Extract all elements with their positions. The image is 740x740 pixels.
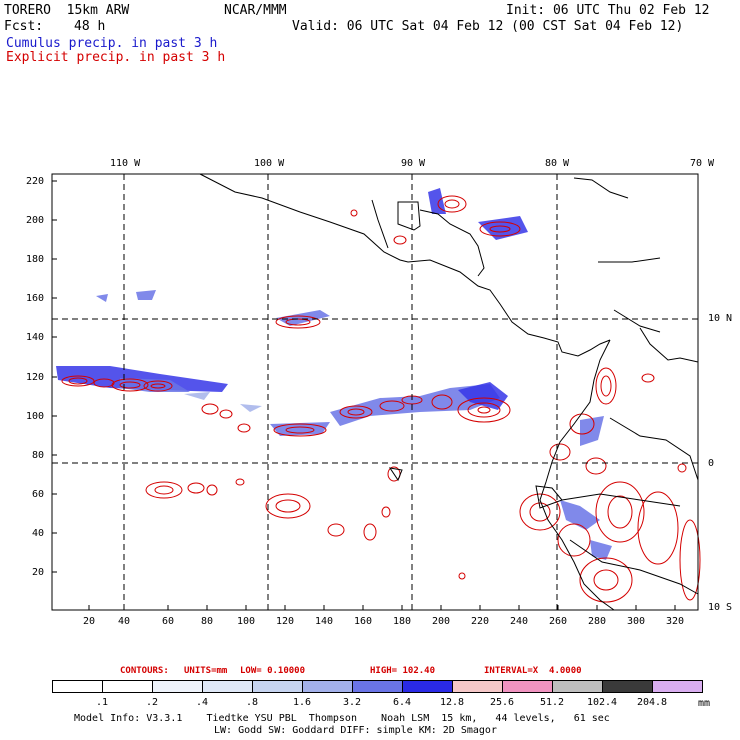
x-tick-label: 20 bbox=[83, 616, 96, 627]
colorbar-swatch bbox=[352, 680, 403, 693]
contours-label: CONTOURS: bbox=[120, 666, 169, 676]
contours-interval: INTERVAL=X 4.0000 bbox=[484, 666, 582, 676]
y-tick-label: 120 bbox=[26, 372, 45, 383]
colorbar-swatch bbox=[152, 680, 203, 693]
colorbar-threshold: 3.2 bbox=[342, 697, 362, 708]
colorbar-threshold: .1 bbox=[95, 697, 109, 708]
x-tick-label: 280 bbox=[588, 616, 607, 627]
x-tick-label: 160 bbox=[354, 616, 373, 627]
y-tick-label: 100 bbox=[26, 411, 45, 422]
y-tick-label: 180 bbox=[26, 254, 45, 265]
x-tick-label: 200 bbox=[432, 616, 451, 627]
colorbar-threshold: 25.6 bbox=[489, 697, 515, 708]
x-tick-label: 120 bbox=[276, 616, 295, 627]
y-tick-label: 20 bbox=[32, 567, 45, 578]
lat-label: 10 N bbox=[708, 313, 733, 324]
x-tick-label: 100 bbox=[237, 616, 256, 627]
colorbar-swatch bbox=[502, 680, 553, 693]
colorbar-threshold: 1.6 bbox=[292, 697, 312, 708]
lon-label: 100 W bbox=[254, 158, 285, 169]
graticule bbox=[52, 174, 698, 610]
colorbar-unit: mm bbox=[698, 698, 711, 709]
y-tick-label: 60 bbox=[32, 489, 45, 500]
x-tick-label: 240 bbox=[510, 616, 529, 627]
contours-low: LOW= 0.10000 bbox=[240, 666, 306, 676]
organization: NCAR/MMM bbox=[224, 3, 287, 18]
x-tick-marks bbox=[88, 605, 676, 610]
colorbar-swatch bbox=[452, 680, 503, 693]
contours-high: HIGH= 102.40 bbox=[370, 666, 436, 676]
lon-label: 80 W bbox=[545, 158, 570, 169]
colorbar-swatch bbox=[252, 680, 303, 693]
explicit-precip-contours bbox=[61, 195, 701, 603]
colorbar-swatch bbox=[102, 680, 153, 693]
valid-time: Valid: 06 UTC Sat 04 Feb 12 (00 CST Sat … bbox=[292, 19, 684, 34]
colorbar-swatch bbox=[52, 680, 103, 693]
colorbar-threshold: 204.8 bbox=[636, 697, 668, 708]
lon-label: 90 W bbox=[401, 158, 426, 169]
colorbar-swatch bbox=[202, 680, 253, 693]
model-info: Model Info: V3.3.1 Tiedtke YSU PBL Thomp… bbox=[74, 713, 610, 724]
map-frame bbox=[51, 173, 699, 611]
y-tick-label: 140 bbox=[26, 332, 45, 343]
x-tick-label: 320 bbox=[666, 616, 685, 627]
colorbar-threshold: .4 bbox=[195, 697, 209, 708]
colorbar-swatch bbox=[552, 680, 603, 693]
colorbar-threshold: .8 bbox=[245, 697, 259, 708]
legend-cumulus: Cumulus precip. in past 3 h bbox=[6, 36, 218, 51]
legend-explicit: Explicit precip. in past 3 h bbox=[6, 50, 226, 65]
y-tick-label: 40 bbox=[32, 528, 45, 539]
x-tick-label: 220 bbox=[471, 616, 490, 627]
contours-units: UNITS=mm bbox=[184, 666, 228, 676]
x-tick-label: 260 bbox=[549, 616, 568, 627]
x-tick-label: 60 bbox=[162, 616, 175, 627]
colorbar-threshold: 51.2 bbox=[539, 697, 565, 708]
colorbar-swatch bbox=[302, 680, 353, 693]
lat-label: 0 bbox=[708, 458, 715, 469]
x-tick-label: 40 bbox=[118, 616, 131, 627]
x-tick-label: 300 bbox=[627, 616, 646, 627]
lat-label: 10 S bbox=[708, 602, 733, 613]
lon-label: 110 W bbox=[110, 158, 141, 169]
y-tick-label: 200 bbox=[26, 215, 45, 226]
y-tick-label: 80 bbox=[32, 450, 45, 461]
lon-label: 70 W bbox=[690, 158, 715, 169]
colorbar-swatch bbox=[602, 680, 653, 693]
colorbar-threshold: 102.4 bbox=[586, 697, 618, 708]
init-time: Init: 06 UTC Thu 02 Feb 12 bbox=[506, 3, 710, 18]
model-name: TORERO 15km ARW bbox=[4, 3, 130, 18]
coastlines bbox=[199, 173, 699, 611]
y-tick-label: 160 bbox=[26, 293, 45, 304]
colorbar-threshold: .2 bbox=[145, 697, 159, 708]
x-tick-label: 80 bbox=[201, 616, 214, 627]
physics-info: LW: Godd SW: Goddard DIFF: simple KM: 2D… bbox=[214, 725, 497, 736]
y-tick-label: 220 bbox=[26, 176, 45, 187]
forecast-hours: 48 h bbox=[74, 19, 106, 34]
colorbar-threshold: 6.4 bbox=[392, 697, 412, 708]
colorbar-threshold: 12.8 bbox=[439, 697, 465, 708]
x-tick-label: 180 bbox=[393, 616, 412, 627]
x-tick-label: 140 bbox=[315, 616, 334, 627]
forecast-label: Fcst: bbox=[4, 19, 44, 34]
cumulus-precip-areas bbox=[56, 188, 612, 560]
y-tick-marks bbox=[52, 180, 57, 573]
colorbar-swatch bbox=[652, 680, 703, 693]
colorbar-swatch bbox=[402, 680, 453, 693]
